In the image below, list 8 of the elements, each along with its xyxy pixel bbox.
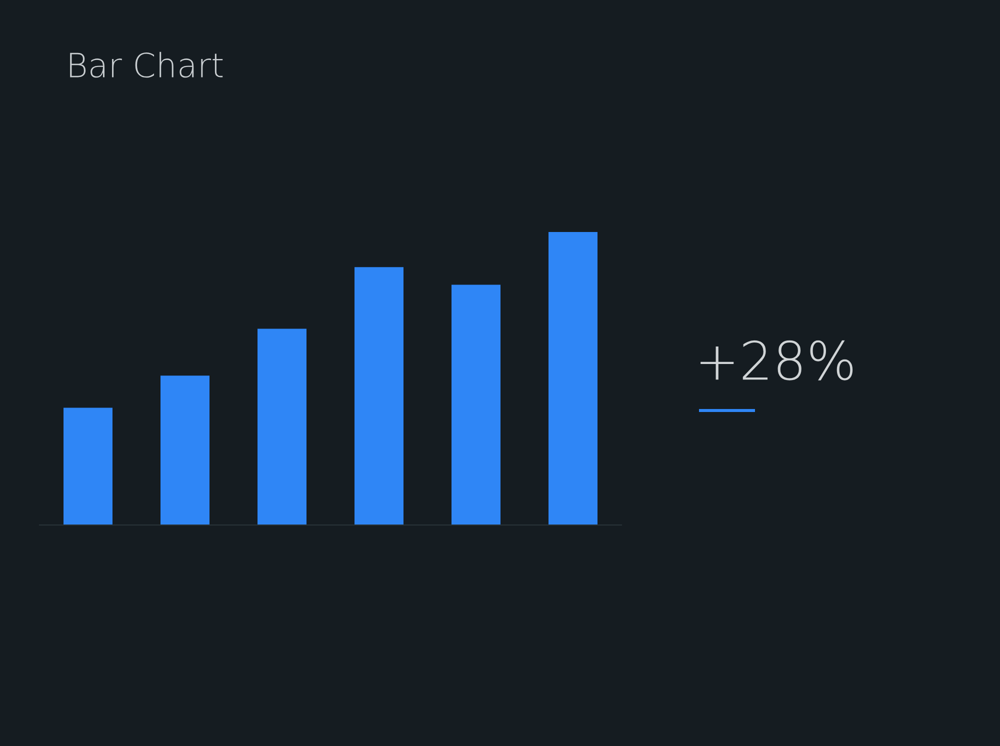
bar <box>452 284 500 525</box>
bar <box>354 267 404 525</box>
bar <box>548 232 598 525</box>
chart-title: Bar Chart <box>70 52 223 78</box>
bar <box>258 328 306 525</box>
bar <box>160 376 210 525</box>
bar <box>64 408 112 525</box>
text: +28% <box>700 340 853 380</box>
